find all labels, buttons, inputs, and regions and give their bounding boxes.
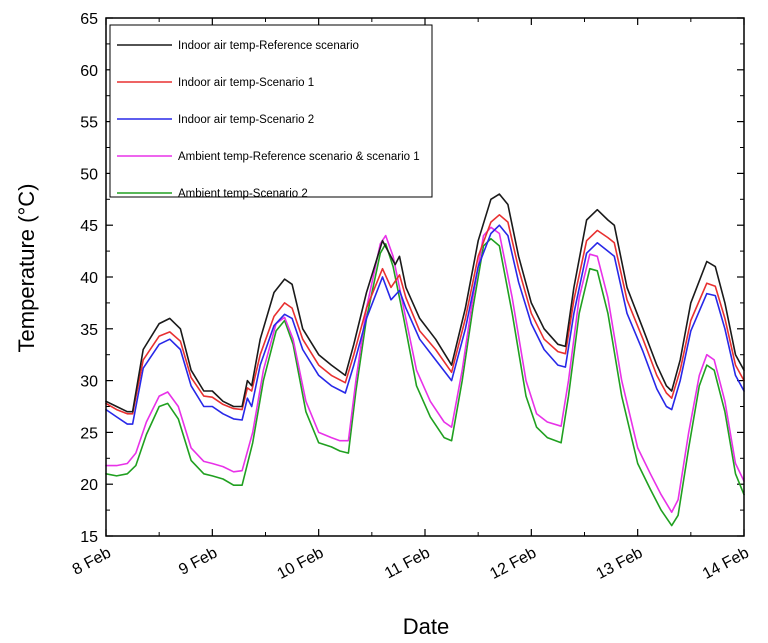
y-tick-label: 65 <box>80 11 98 28</box>
legend-label: Indoor air temp-Reference scenario <box>178 40 359 52</box>
legend-box <box>109 24 433 198</box>
x-tick-label: 14 Feb <box>700 544 752 582</box>
x-tick-labels: 8 Feb 9 Feb 10 Feb 11 Feb 12 Feb 13 Feb 14 Feb <box>70 544 752 582</box>
x-axis-title: Date <box>403 614 449 639</box>
series-line <box>105 193 745 413</box>
series-line <box>105 214 745 415</box>
x-tick-label: 12 Feb <box>487 544 539 582</box>
y-tick-label: 25 <box>80 425 98 442</box>
y-tick-label: 50 <box>80 166 98 183</box>
x-tick-label: 11 Feb <box>382 544 433 582</box>
series-line <box>105 226 745 513</box>
series-line <box>105 237 745 527</box>
y-tick-label: 55 <box>80 115 98 132</box>
x-tick-label: 10 Feb <box>275 544 327 582</box>
plot-frame <box>105 17 745 537</box>
y-tick-label: 15 <box>80 529 98 546</box>
y-tick-label: 35 <box>80 322 98 339</box>
legend-label: Indoor air temp-Scenario 2 <box>178 114 314 126</box>
legend-label: Indoor air temp-Scenario 1 <box>178 77 314 89</box>
y-tick-label: 30 <box>80 374 98 391</box>
y-tick-labels: 15 20 25 30 35 40 45 50 55 60 65 <box>80 11 98 546</box>
x-tick-label: 13 Feb <box>594 544 646 582</box>
y-tick-label: 60 <box>80 63 98 80</box>
series-lines <box>105 193 745 527</box>
y-axis-title: Temperature (°C) <box>14 184 39 353</box>
series-line <box>105 224 745 425</box>
legend: Indoor air temp-Reference scenario Indoor… <box>109 24 433 200</box>
legend-label: Ambient temp-Reference scenario & scenar… <box>178 151 420 163</box>
y-tick-label: 45 <box>80 218 98 235</box>
y-tick-label: 40 <box>80 270 98 287</box>
legend-label: Ambient temp-Scenario 2 <box>178 188 308 200</box>
x-tick-label: 8 Feb <box>70 544 114 578</box>
y-tick-label: 20 <box>80 477 98 494</box>
x-tick-label: 9 Feb <box>176 544 220 578</box>
